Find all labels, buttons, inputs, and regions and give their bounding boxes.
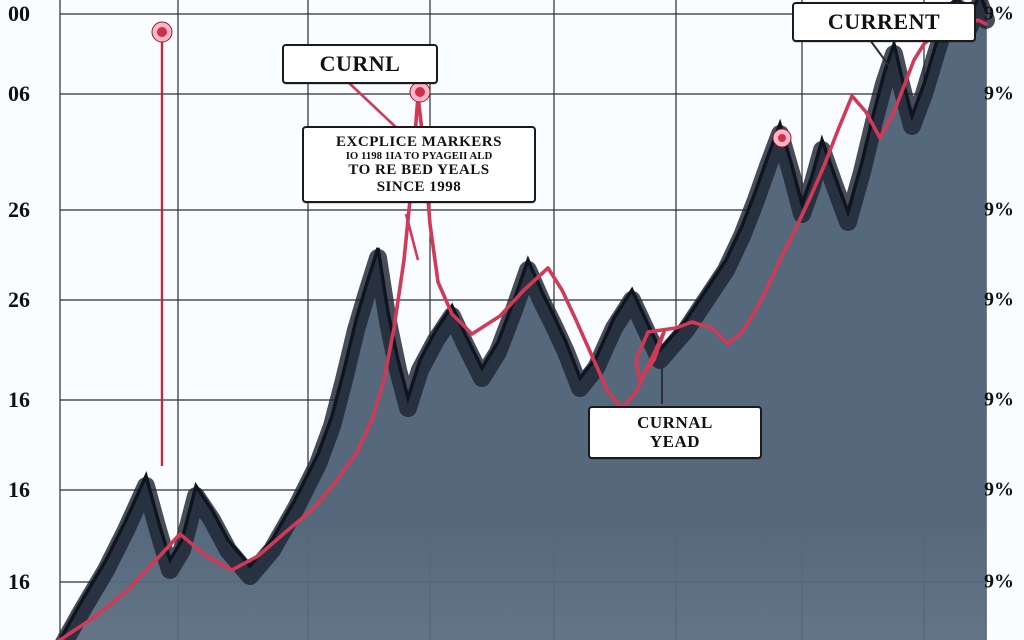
- y-tick-left: 16: [8, 477, 30, 503]
- callout-line: EXCPLICE MARKERS: [314, 134, 524, 151]
- callout-current: CURRENT: [792, 2, 976, 42]
- y-tick-left: 16: [8, 569, 30, 595]
- y-tick-left: 00: [8, 1, 30, 27]
- marker-icon: [415, 87, 425, 97]
- y-tick-right: 9%: [984, 479, 1014, 502]
- y-tick-right: 9%: [984, 199, 1014, 222]
- marker-icon: [778, 134, 786, 142]
- callout-line: SINCE 1998: [314, 179, 524, 196]
- chart-svg: [0, 0, 1024, 640]
- callout-curnal-yead: CURNALYEAD: [588, 406, 762, 459]
- y-tick-right: 9%: [984, 83, 1014, 106]
- callout-curnl: CURNL: [282, 44, 438, 84]
- callout-line: IO 1198 1IA TO PYAGEII ALD: [314, 151, 524, 163]
- callout-since1998: EXCPLICE MARKERSIO 1198 1IA TO PYAGEII A…: [302, 126, 536, 203]
- callout-line: YEAD: [600, 433, 750, 452]
- callout-line: CURNL: [294, 52, 426, 76]
- y-tick-left: 06: [8, 81, 30, 107]
- y-tick-left: 16: [8, 387, 30, 413]
- callout-line: CURNAL: [600, 414, 750, 433]
- y-tick-right: 9%: [984, 289, 1014, 312]
- market-chart: 00 06 26 26 16 16 16 9% 9% 9% 9% 9% 9% 9% CURNL CURRENT…: [0, 0, 1024, 640]
- y-tick-left: 26: [8, 197, 30, 223]
- callout-line: TO RE BED YEALS: [314, 162, 524, 179]
- y-tick-right: 9%: [984, 3, 1014, 26]
- y-tick-right: 9%: [984, 389, 1014, 412]
- y-tick-left: 26: [8, 287, 30, 313]
- marker-icon: [157, 27, 167, 37]
- callout-line: CURRENT: [804, 10, 964, 34]
- area-series-fill: [60, 0, 986, 640]
- y-tick-right: 9%: [984, 571, 1014, 594]
